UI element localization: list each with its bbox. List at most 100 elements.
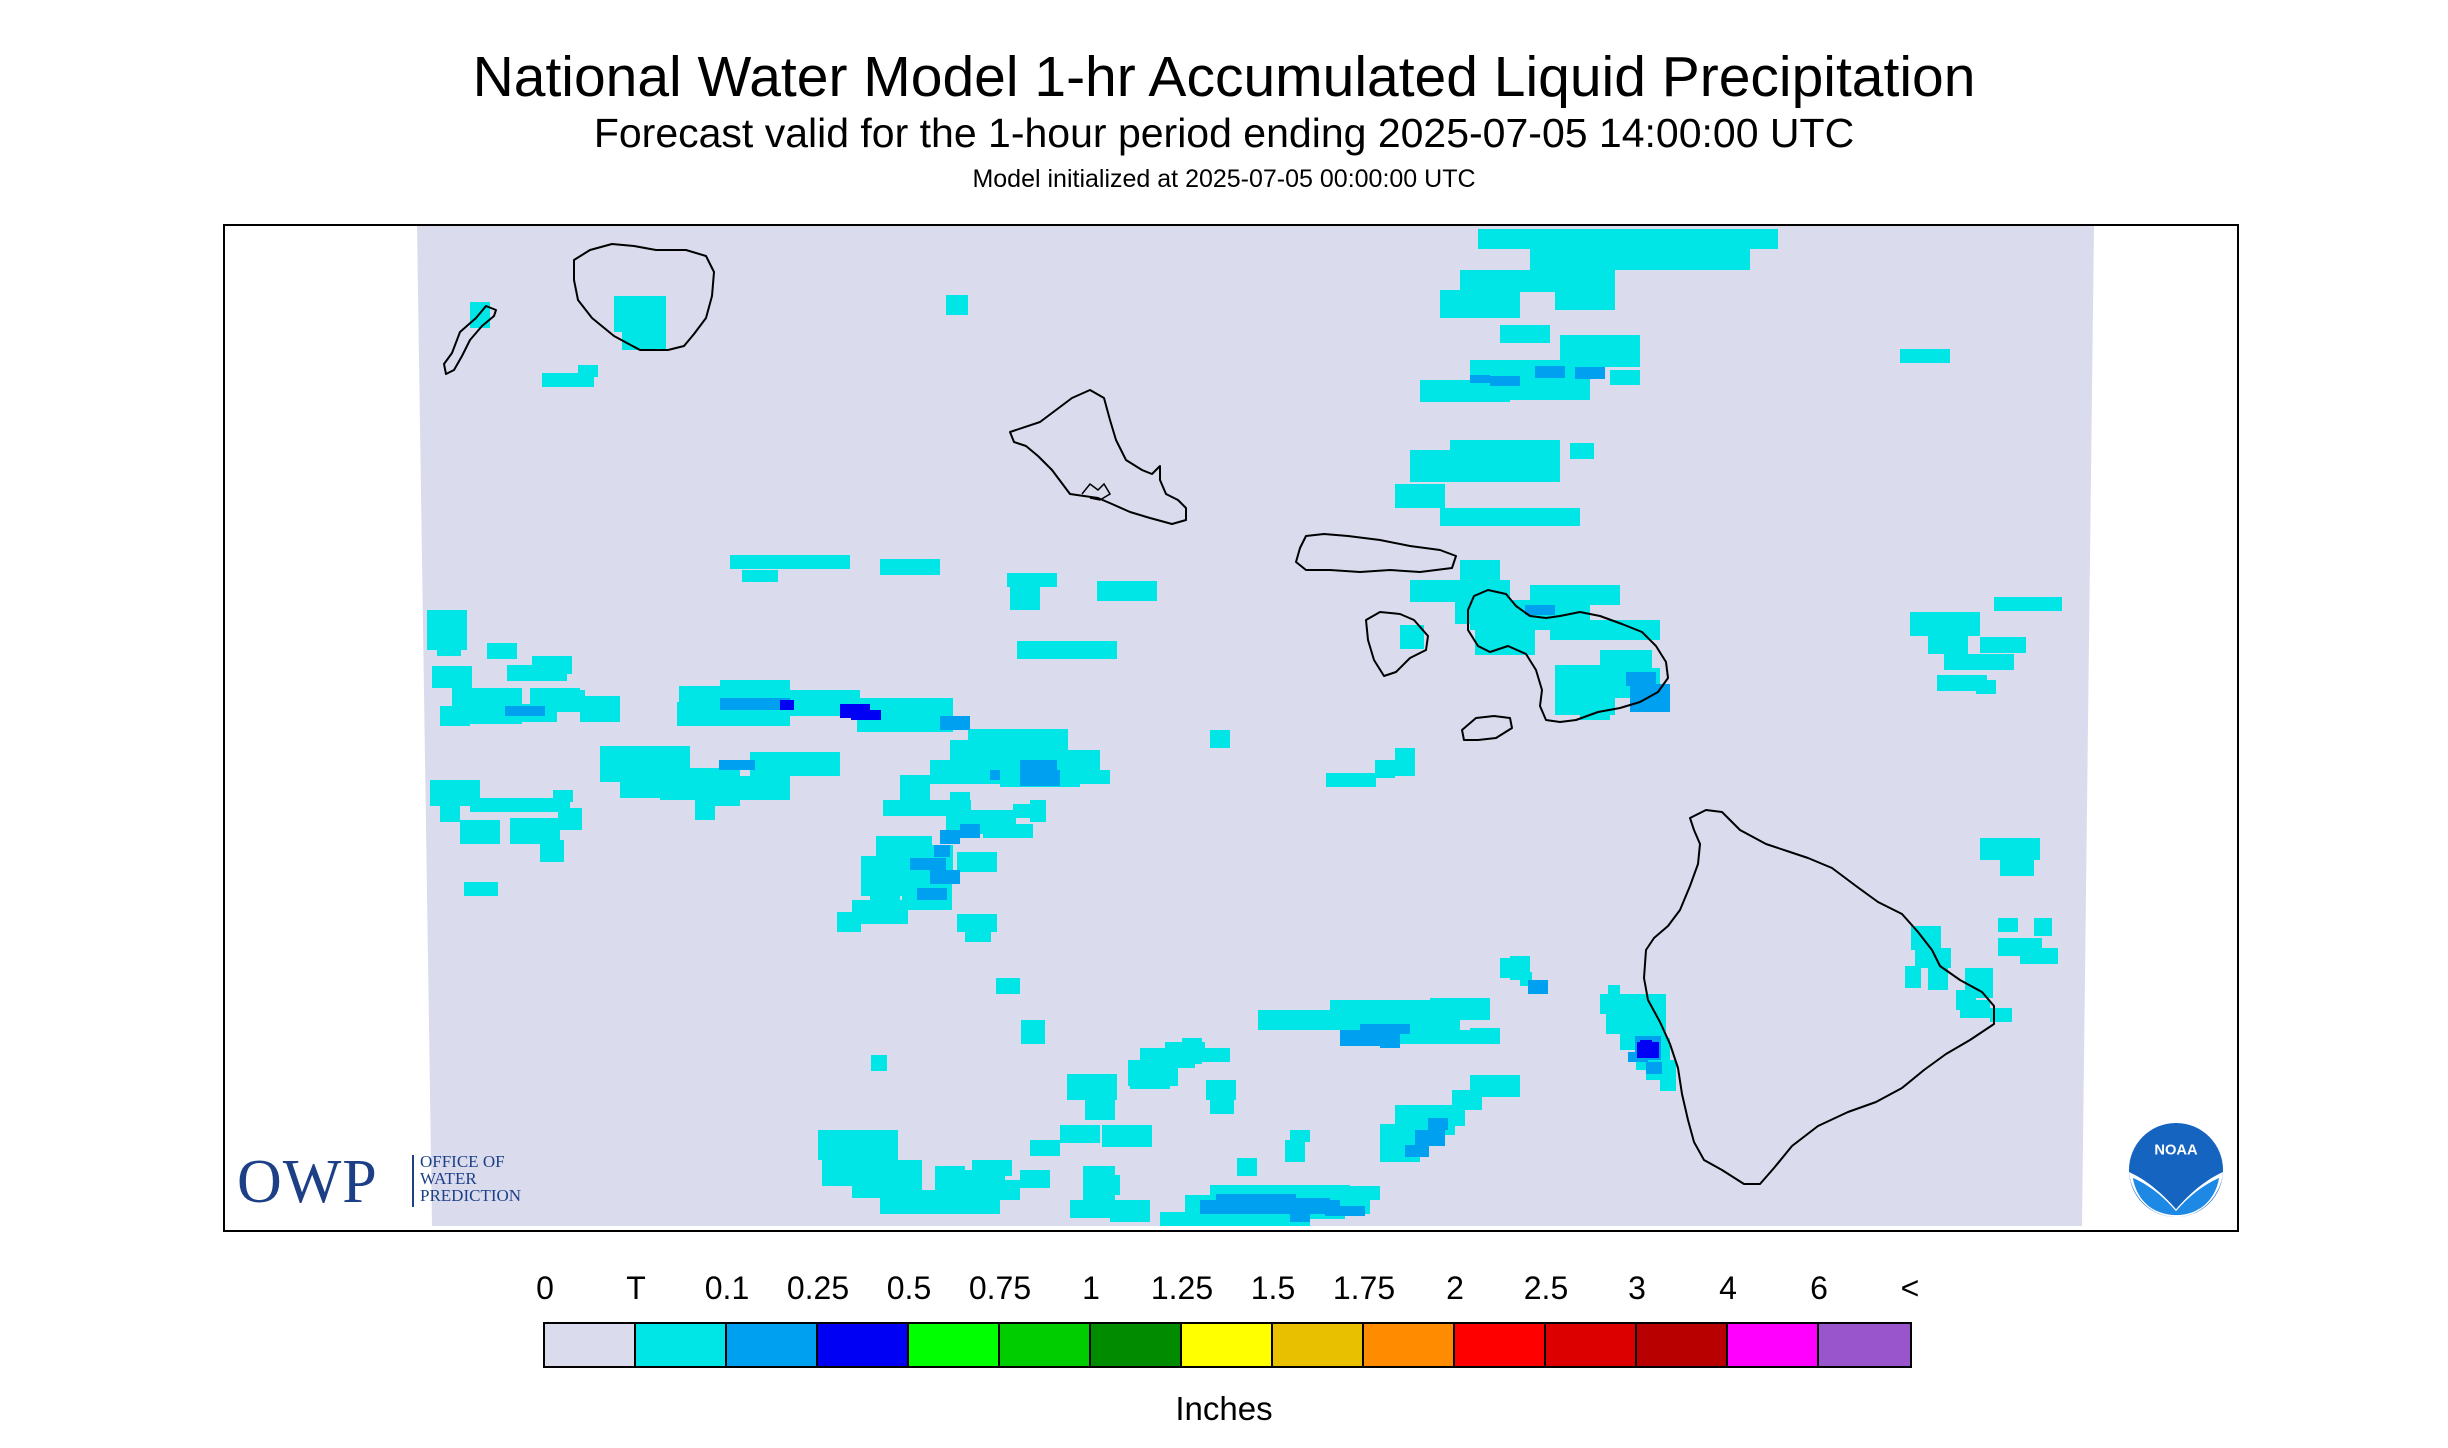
precip-cell-trace — [2000, 860, 2034, 876]
precip-cell-trace — [1067, 1074, 1117, 1100]
noaa-logo-text: NOAA — [2154, 1142, 2198, 1158]
precip-cell-light — [1528, 980, 1548, 994]
precip-cell-trace — [1460, 560, 1500, 580]
precip-cell-light — [1525, 605, 1555, 615]
legend-label: 1.5 — [1250, 1270, 1296, 1306]
legend-label: 3 — [1628, 1270, 1646, 1306]
precip-cell-trace — [950, 792, 970, 812]
precip-cell-trace — [1990, 1008, 2012, 1022]
precip-cell-light — [1405, 1145, 1429, 1157]
precip-cell-trace — [1470, 1028, 1500, 1044]
precip-cell-trace — [750, 752, 840, 776]
precip-cell-trace — [1980, 838, 2040, 860]
precip-cell-trace — [1210, 1100, 1234, 1114]
legend-swatch — [1091, 1324, 1182, 1366]
precip-cell-light — [1646, 1062, 1662, 1074]
precip-cell-light — [1535, 366, 1565, 378]
legend-swatch — [545, 1324, 636, 1366]
precip-cell-trace — [437, 640, 461, 656]
precip-cell-trace — [1206, 1080, 1236, 1100]
precip-cell-trace — [1610, 370, 1640, 385]
precip-cell-trace — [818, 1130, 898, 1160]
precip-cell-light — [1037, 760, 1057, 774]
precip-cell-light — [910, 858, 946, 870]
legend-swatch — [727, 1324, 818, 1366]
precip-cell-trace — [1285, 1140, 1305, 1162]
precip-cell-trace — [880, 559, 940, 575]
legend-label: 0.1 — [704, 1270, 750, 1306]
precip-cell-trace — [622, 326, 666, 350]
precip-cell-light — [1415, 1130, 1445, 1146]
precip-cell-trace — [1017, 641, 1117, 659]
precip-cell-trace — [1980, 637, 2026, 653]
precip-cell-trace — [1900, 349, 1950, 363]
precip-cell-trace — [1375, 760, 1395, 778]
noaa-logo-disc — [2128, 1122, 2224, 1218]
precip-cell-trace — [1430, 998, 1490, 1016]
legend-swatch — [636, 1324, 727, 1366]
precip-cell-trace — [2034, 918, 2052, 936]
precip-cell-trace — [1994, 597, 2062, 611]
coastline-molokai — [1295, 533, 1457, 573]
precip-cell-trace — [742, 570, 778, 582]
precip-cell-trace — [876, 836, 932, 858]
precip-cell-trace — [510, 818, 560, 844]
precip-cell-trace — [1410, 580, 1510, 602]
precip-cell-heavy — [1640, 1040, 1652, 1048]
legend-label: 2 — [1446, 1270, 1464, 1306]
precip-cell-trace — [1440, 290, 1520, 318]
precip-cell-light — [719, 760, 755, 770]
precip-cell-trace — [837, 912, 861, 932]
legend-label: 0 — [536, 1270, 554, 1306]
precip-cell-trace — [1928, 632, 1968, 654]
precip-cell-trace — [996, 978, 1020, 994]
noaa-logo: NOAA — [2128, 1122, 2224, 1218]
precip-cell-trace — [540, 840, 564, 862]
precip-cell-trace — [597, 700, 617, 714]
precip-cell-trace — [1440, 508, 1580, 526]
precip-cell-trace — [1660, 1075, 1676, 1091]
precip-cell-trace — [507, 665, 567, 681]
legend-swatch — [1273, 1324, 1364, 1366]
precip-cell-trace — [1100, 1175, 1120, 1195]
precip-cell-trace — [972, 1160, 1012, 1176]
precip-cell-trace — [1395, 748, 1415, 776]
legend-labels: 0 T 0.1 0.25 0.5 0.75 1 1.25 1.5 1.75 2 2.5 3 4 6 < — [0, 1270, 2448, 1310]
precipitation-field — [427, 229, 2062, 1226]
precip-cell-trace — [1445, 1110, 1465, 1126]
model-init-caption: Model initialized at 2025-07-05 00:00:00… — [972, 165, 1476, 193]
legend-label: T — [626, 1270, 646, 1306]
precip-cell-light — [940, 830, 960, 844]
precip-cell-light — [1470, 375, 1490, 383]
precip-cell-trace — [965, 926, 991, 942]
precip-cell-trace — [2020, 948, 2058, 964]
precip-cell-trace — [900, 775, 930, 800]
precip-cell-trace — [1021, 1020, 1045, 1044]
precip-cell-trace — [487, 643, 517, 659]
precip-cell-trace — [1250, 1212, 1270, 1224]
precipitation-map: OWP OFFICE OF WATER PREDICTION NOAA — [223, 224, 2239, 1232]
map-canvas — [417, 226, 2094, 1226]
precip-cell-trace — [1570, 443, 1594, 459]
legend-label: 1.75 — [1332, 1270, 1396, 1306]
legend-color-bar — [543, 1322, 1912, 1368]
precip-cell-trace — [1452, 1090, 1482, 1110]
precip-cell-trace — [1460, 270, 1580, 292]
legend-swatch — [1819, 1324, 1910, 1366]
legend-label: 6 — [1810, 1270, 1828, 1306]
precip-cell-light — [934, 845, 950, 857]
precip-cell-trace — [470, 798, 570, 812]
precip-cell-trace — [1070, 1200, 1116, 1218]
precip-cell-trace — [871, 1055, 887, 1071]
precip-cell-trace — [1340, 1186, 1380, 1200]
legend-swatch — [1000, 1324, 1091, 1366]
precip-cell-trace — [1030, 1140, 1060, 1156]
precip-cell-light — [1428, 1118, 1448, 1130]
precip-cell-trace — [957, 852, 997, 872]
model-domain — [417, 226, 2094, 1226]
precip-cell-trace — [553, 790, 573, 802]
precip-cell-trace — [1290, 1130, 1310, 1142]
precip-cell-trace — [1470, 1075, 1520, 1097]
precip-cell-trace — [1000, 1180, 1020, 1200]
precip-cell-light — [1360, 1024, 1410, 1034]
